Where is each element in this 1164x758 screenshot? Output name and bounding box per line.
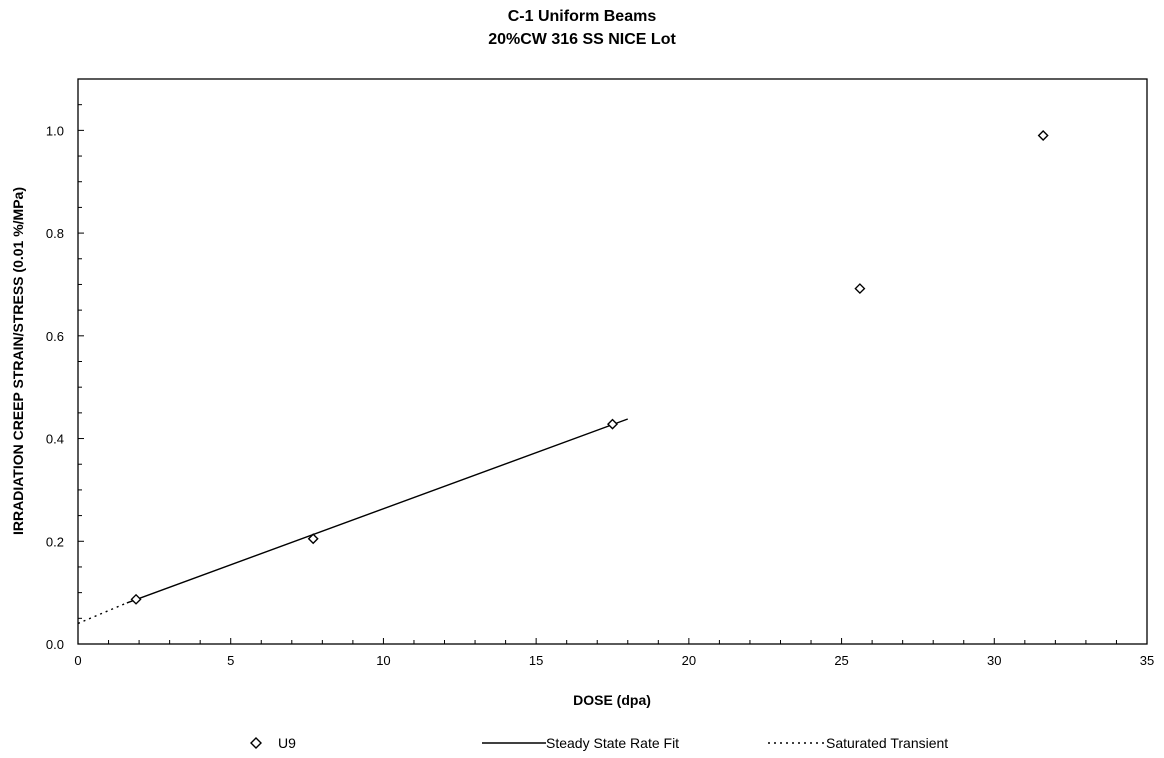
x-tick-label: 35 [1140, 653, 1154, 668]
legend-label-u9: U9 [278, 735, 296, 751]
series-points [130, 130, 1049, 605]
legend: U9 Steady State Rate Fit Saturated Trans… [0, 734, 1164, 754]
x-axis: 0 5 10 15 20 25 30 35 [74, 638, 1154, 668]
legend-item-steady-state: Steady State Rate Fit [482, 734, 679, 752]
chart-title: C-1 Uniform Beams [507, 8, 657, 25]
y-tick-label: 0.0 [46, 637, 64, 652]
x-tick-label: 30 [987, 653, 1001, 668]
chart-subtitle: 20%CW 316 SS NICE Lot [488, 31, 676, 48]
legend-item-saturated-transient: Saturated Transient [768, 734, 948, 752]
x-tick-label: 20 [682, 653, 696, 668]
y-axis: 0.0 0.2 0.4 0.6 0.8 1.0 [46, 78, 84, 652]
y-tick-label: 0.6 [46, 329, 64, 344]
data-point [1037, 130, 1049, 141]
data-point [607, 418, 618, 430]
y-axis-label: IRRADIATION CREEP STRAIN/STRESS (0.01 %/… [10, 187, 26, 535]
chart-plot: 0 5 10 15 20 25 30 35 0.0 0.2 0.4 0.6 0.8 1.0 DOSE (… [10, 78, 1154, 708]
diamond-marker-icon [250, 737, 262, 749]
dotted-line-icon [768, 742, 826, 744]
y-tick-label: 0.4 [46, 432, 64, 447]
x-tick-label: 0 [74, 653, 81, 668]
x-axis-label: DOSE (dpa) [573, 692, 651, 708]
legend-label-steady-state: Steady State Rate Fit [546, 735, 680, 751]
data-point [854, 283, 866, 295]
x-tick-label: 15 [529, 653, 543, 668]
solid-line-icon [482, 742, 546, 744]
x-tick-label: 10 [376, 653, 390, 668]
legend-label-saturated-transient: Saturated Transient [826, 735, 949, 751]
series-lines [77, 418, 629, 625]
y-tick-label: 0.8 [46, 226, 64, 241]
y-tick-label: 1.0 [46, 123, 64, 138]
data-point [307, 533, 319, 545]
steady-state-fit-line [126, 418, 629, 604]
saturated-transient-line [77, 602, 128, 625]
x-tick-label: 25 [834, 653, 848, 668]
plot-area-frame [77, 78, 1148, 645]
y-tick-label: 0.2 [46, 534, 64, 549]
legend-item-u9: U9 [248, 734, 296, 752]
x-tick-label: 5 [227, 653, 234, 668]
data-point [130, 593, 142, 605]
